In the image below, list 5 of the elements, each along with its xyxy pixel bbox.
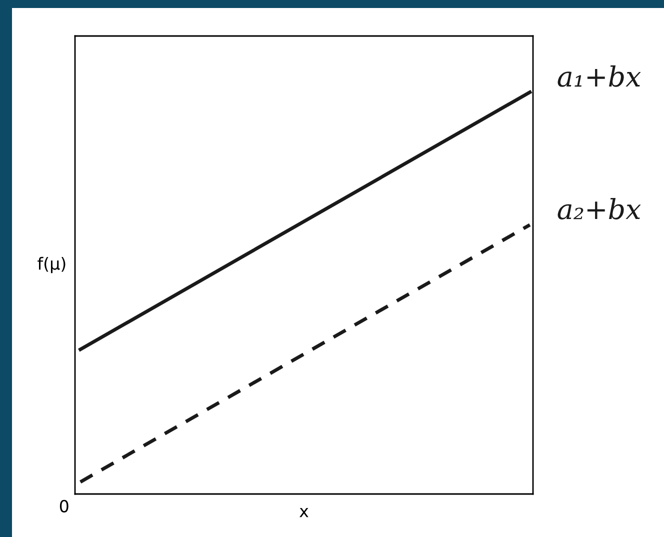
- text: 0: [60, 500, 68, 512]
- x-axis-title: x: [300, 508, 308, 518]
- series-label: a₁+bx: [558, 65, 641, 87]
- series-label: a₂+bx: [558, 198, 641, 220]
- y-axis-title: f(μ): [38, 256, 66, 274]
